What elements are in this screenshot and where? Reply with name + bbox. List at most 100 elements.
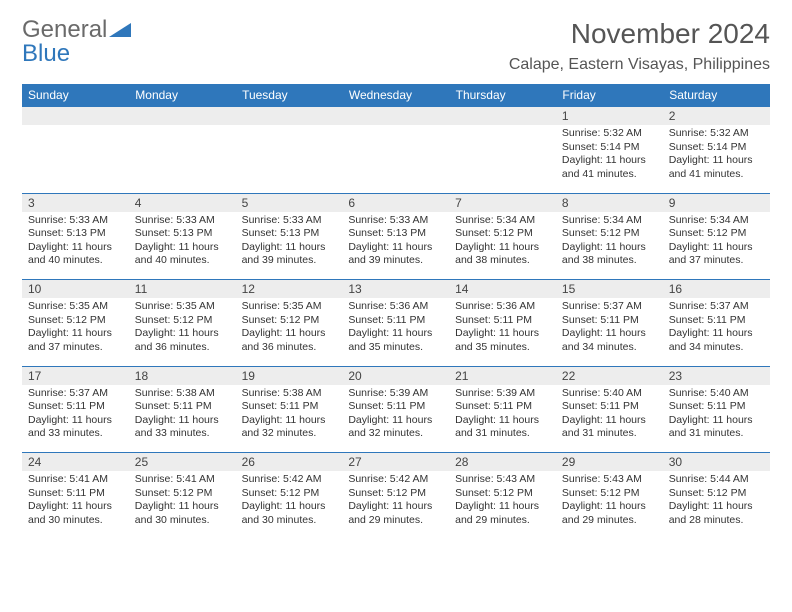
- sunset-text: Sunset: 5:11 PM: [348, 314, 443, 328]
- week-row: Sunrise: 5:32 AMSunset: 5:14 PMDaylight:…: [22, 125, 770, 193]
- sunrise-text: Sunrise: 5:42 AM: [348, 473, 443, 487]
- daylight-text: Daylight: 11 hours and 30 minutes.: [28, 500, 123, 527]
- day-number: 11: [129, 280, 236, 298]
- daynum-cell: 20: [342, 366, 449, 385]
- daynum-cell: 3: [22, 193, 129, 212]
- daynum-cell: 4: [129, 193, 236, 212]
- day-details: Sunrise: 5:40 AMSunset: 5:11 PMDaylight:…: [556, 385, 663, 446]
- day-cell: Sunrise: 5:37 AMSunset: 5:11 PMDaylight:…: [663, 298, 770, 366]
- daylight-text: Daylight: 11 hours and 40 minutes.: [28, 241, 123, 268]
- daylight-text: Daylight: 11 hours and 39 minutes.: [242, 241, 337, 268]
- sunrise-text: Sunrise: 5:39 AM: [348, 387, 443, 401]
- daynum-cell: 9: [663, 193, 770, 212]
- daylight-text: Daylight: 11 hours and 38 minutes.: [562, 241, 657, 268]
- sunrise-text: Sunrise: 5:35 AM: [135, 300, 230, 314]
- sunset-text: Sunset: 5:11 PM: [348, 400, 443, 414]
- daylight-text: Daylight: 11 hours and 31 minutes.: [562, 414, 657, 441]
- daylight-text: Daylight: 11 hours and 29 minutes.: [455, 500, 550, 527]
- daylight-text: Daylight: 11 hours and 41 minutes.: [669, 154, 764, 181]
- sunset-text: Sunset: 5:13 PM: [135, 227, 230, 241]
- day-number: 4: [129, 194, 236, 212]
- day-cell: Sunrise: 5:39 AMSunset: 5:11 PMDaylight:…: [449, 385, 556, 453]
- sunrise-text: Sunrise: 5:35 AM: [242, 300, 337, 314]
- header-thursday: Thursday: [449, 84, 556, 107]
- sunset-text: Sunset: 5:12 PM: [135, 487, 230, 501]
- day-cell: Sunrise: 5:35 AMSunset: 5:12 PMDaylight:…: [22, 298, 129, 366]
- day-cell: Sunrise: 5:37 AMSunset: 5:11 PMDaylight:…: [556, 298, 663, 366]
- day-number: 5: [236, 194, 343, 212]
- daynum-cell: 18: [129, 366, 236, 385]
- daynum-cell: 7: [449, 193, 556, 212]
- sunset-text: Sunset: 5:12 PM: [562, 487, 657, 501]
- day-cell: Sunrise: 5:36 AMSunset: 5:11 PMDaylight:…: [342, 298, 449, 366]
- day-number: 10: [22, 280, 129, 298]
- day-cell: [236, 125, 343, 193]
- day-number: [22, 107, 129, 111]
- daylight-text: Daylight: 11 hours and 32 minutes.: [348, 414, 443, 441]
- sunset-text: Sunset: 5:12 PM: [562, 227, 657, 241]
- daynum-cell: 30: [663, 453, 770, 472]
- logo-word2: Blue: [22, 42, 131, 66]
- sunset-text: Sunset: 5:14 PM: [669, 141, 764, 155]
- daynum-row: 24252627282930: [22, 453, 770, 472]
- day-number: 7: [449, 194, 556, 212]
- header-friday: Friday: [556, 84, 663, 107]
- daynum-cell: 15: [556, 280, 663, 299]
- daynum-cell: 28: [449, 453, 556, 472]
- daylight-text: Daylight: 11 hours and 36 minutes.: [135, 327, 230, 354]
- sunset-text: Sunset: 5:13 PM: [348, 227, 443, 241]
- day-number: 15: [556, 280, 663, 298]
- day-cell: [449, 125, 556, 193]
- daylight-text: Daylight: 11 hours and 33 minutes.: [28, 414, 123, 441]
- daylight-text: Daylight: 11 hours and 37 minutes.: [28, 327, 123, 354]
- day-number: 14: [449, 280, 556, 298]
- daylight-text: Daylight: 11 hours and 41 minutes.: [562, 154, 657, 181]
- day-details: Sunrise: 5:43 AMSunset: 5:12 PMDaylight:…: [556, 471, 663, 532]
- day-number: 18: [129, 367, 236, 385]
- day-cell: Sunrise: 5:43 AMSunset: 5:12 PMDaylight:…: [556, 471, 663, 539]
- daynum-cell: [449, 107, 556, 126]
- day-number: 28: [449, 453, 556, 471]
- day-details: Sunrise: 5:34 AMSunset: 5:12 PMDaylight:…: [449, 212, 556, 273]
- day-cell: Sunrise: 5:41 AMSunset: 5:12 PMDaylight:…: [129, 471, 236, 539]
- sunrise-text: Sunrise: 5:36 AM: [348, 300, 443, 314]
- day-cell: Sunrise: 5:33 AMSunset: 5:13 PMDaylight:…: [22, 212, 129, 280]
- sunset-text: Sunset: 5:11 PM: [135, 400, 230, 414]
- daynum-cell: 6: [342, 193, 449, 212]
- sunset-text: Sunset: 5:11 PM: [28, 400, 123, 414]
- week-row: Sunrise: 5:35 AMSunset: 5:12 PMDaylight:…: [22, 298, 770, 366]
- daylight-text: Daylight: 11 hours and 32 minutes.: [242, 414, 337, 441]
- week-row: Sunrise: 5:41 AMSunset: 5:11 PMDaylight:…: [22, 471, 770, 539]
- daynum-cell: 26: [236, 453, 343, 472]
- daynum-row: 12: [22, 107, 770, 126]
- day-details: Sunrise: 5:35 AMSunset: 5:12 PMDaylight:…: [22, 298, 129, 359]
- day-details: Sunrise: 5:39 AMSunset: 5:11 PMDaylight:…: [449, 385, 556, 446]
- day-number: 6: [342, 194, 449, 212]
- sunset-text: Sunset: 5:11 PM: [242, 400, 337, 414]
- day-details: Sunrise: 5:41 AMSunset: 5:11 PMDaylight:…: [22, 471, 129, 532]
- sunrise-text: Sunrise: 5:43 AM: [455, 473, 550, 487]
- daynum-cell: 25: [129, 453, 236, 472]
- sunrise-text: Sunrise: 5:38 AM: [135, 387, 230, 401]
- daynum-cell: 22: [556, 366, 663, 385]
- day-number: 30: [663, 453, 770, 471]
- header: General Blue November 2024 Calape, Easte…: [22, 18, 770, 74]
- day-number: 2: [663, 107, 770, 125]
- daynum-cell: 21: [449, 366, 556, 385]
- sunset-text: Sunset: 5:12 PM: [455, 487, 550, 501]
- sunrise-text: Sunrise: 5:32 AM: [562, 127, 657, 141]
- daylight-text: Daylight: 11 hours and 38 minutes.: [455, 241, 550, 268]
- day-cell: Sunrise: 5:44 AMSunset: 5:12 PMDaylight:…: [663, 471, 770, 539]
- logo-word1: General: [22, 16, 107, 43]
- day-details: Sunrise: 5:34 AMSunset: 5:12 PMDaylight:…: [663, 212, 770, 273]
- day-number: 22: [556, 367, 663, 385]
- daylight-text: Daylight: 11 hours and 39 minutes.: [348, 241, 443, 268]
- day-number: 19: [236, 367, 343, 385]
- sunset-text: Sunset: 5:11 PM: [28, 487, 123, 501]
- day-number: 1: [556, 107, 663, 125]
- day-details: Sunrise: 5:42 AMSunset: 5:12 PMDaylight:…: [236, 471, 343, 532]
- day-number: 23: [663, 367, 770, 385]
- day-number: 9: [663, 194, 770, 212]
- sunrise-text: Sunrise: 5:33 AM: [242, 214, 337, 228]
- daynum-cell: 10: [22, 280, 129, 299]
